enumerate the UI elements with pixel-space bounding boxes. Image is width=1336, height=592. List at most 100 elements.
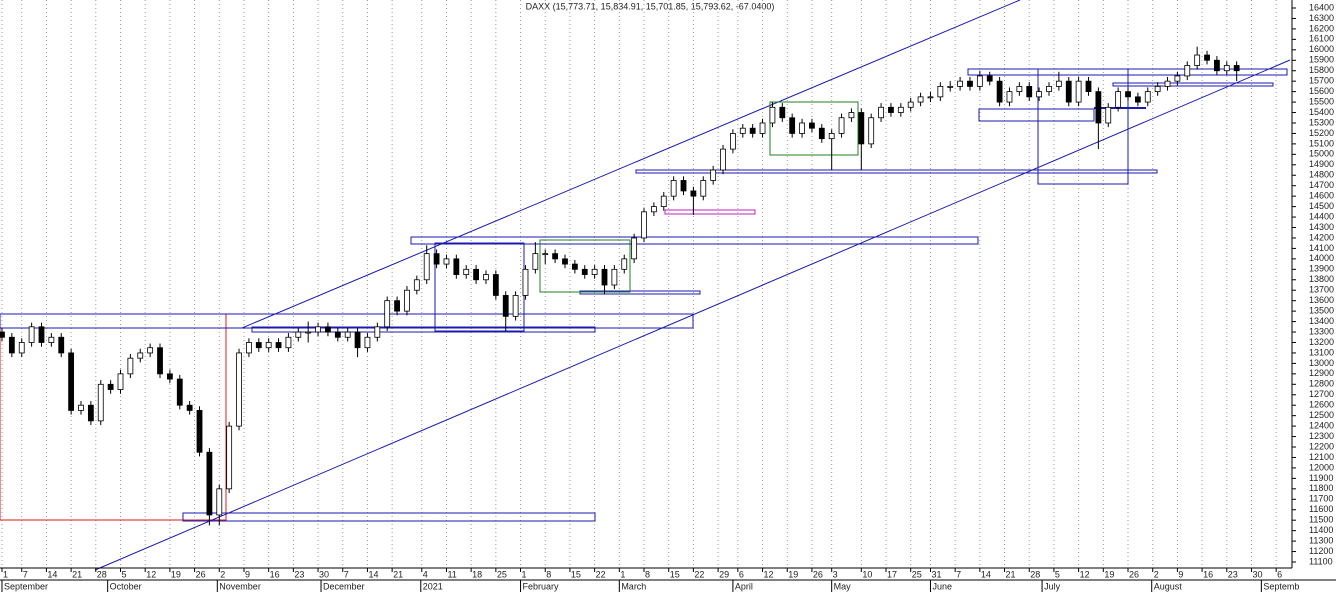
x-tick-label: 15 [571,569,581,579]
x-tick-label: 14 [368,569,378,579]
candle-body [897,106,904,113]
candle-body [512,295,519,317]
y-tick-label: 15600 [1309,86,1334,96]
x-tick-label: 22 [596,569,606,579]
candle-body [8,336,15,354]
y-tick-label: 15100 [1309,138,1334,148]
y-tick-label: 12600 [1309,400,1334,410]
candle-body [1194,54,1201,66]
y-tick-label: 15300 [1309,117,1334,127]
x-tick-label: 8 [645,569,650,579]
y-tick-label: 13500 [1309,306,1334,316]
x-tick-label: 12 [1080,569,1090,579]
candle-body [601,268,608,286]
candle-body [295,331,302,338]
candle-body [1164,80,1171,87]
candle-body [354,331,361,349]
candle-body [1134,96,1141,103]
y-tick-label: 16100 [1309,34,1334,44]
candle-body [878,106,884,119]
y-tick-label: 11500 [1309,515,1333,525]
candle-body [927,96,934,99]
x-tick-label: 6 [739,569,744,579]
candle-body [305,331,312,334]
x-tick-label: 23 [294,569,304,579]
y-tick-label: 11300 [1309,535,1333,545]
candle-body [591,268,598,275]
x-tick-label: 25 [497,569,507,579]
x-tick-label: 7 [23,569,28,579]
candle-body [730,133,736,150]
month-label: October [110,581,142,591]
candle-body [78,404,84,411]
candle-body [127,357,134,375]
candle-body [1233,65,1240,72]
candle-body [1204,54,1210,61]
y-tick-label: 14100 [1309,243,1334,253]
y-tick-label: 11800 [1309,483,1333,493]
y-tick-label: 14300 [1309,222,1334,232]
candle-body [483,274,489,281]
candle-body [1115,91,1122,108]
month-label: August [1154,581,1183,591]
candle-body [739,127,746,134]
candle-body [344,331,351,338]
y-tick-label: 13100 [1309,347,1334,357]
candle-body [957,80,963,87]
candle-body [18,342,25,354]
candle-body [710,169,717,181]
y-tick-label: 14200 [1309,232,1334,242]
candle-body [147,347,154,354]
candle-body [97,383,104,422]
candle-body [236,352,242,427]
y-tick-label: 11200 [1309,546,1333,556]
candle-body [571,263,578,270]
candle-body [28,326,35,343]
candle-body [107,383,114,390]
candle-body [868,117,875,145]
candle-body [967,80,973,87]
y-tick-label: 16000 [1309,44,1334,54]
x-tick-label: 5 [122,569,127,579]
x-tick-label: 22 [694,569,704,579]
candle-body [87,404,94,422]
y-tick-label: 13200 [1309,337,1334,347]
candle-body [700,180,707,197]
x-tick-label: 14 [47,569,57,579]
candle-body [492,274,499,296]
x-tick-label: 9 [1178,569,1183,579]
x-tick-label: 28 [97,569,107,579]
x-tick-label: 8 [546,569,551,579]
candle-body [581,268,588,275]
y-tick-label: 11100 [1309,556,1333,566]
y-tick-label: 13300 [1309,326,1334,336]
candle-body [275,342,282,349]
candle-body [1214,59,1220,72]
y-tick-label: 13900 [1309,264,1334,274]
x-tick-label: 25 [912,569,922,579]
candle-body [423,253,430,281]
candle-body [413,279,420,291]
y-tick-label: 11700 [1309,494,1333,504]
candle-body [374,326,381,338]
y-tick-label: 15500 [1309,96,1334,106]
x-tick-label: 21 [393,569,403,579]
candle-body [1154,85,1161,93]
month-label: March [621,581,646,591]
candle-body [176,378,183,406]
candle-body [937,85,944,98]
x-tick-label: 16 [270,569,280,579]
candle-body [611,268,618,286]
candle-body [196,410,203,453]
candle-body [1223,65,1230,72]
x-tick-label: 23 [1228,569,1238,579]
candle-body [552,253,559,260]
y-tick-label: 14400 [1309,211,1334,221]
y-tick-label: 12000 [1309,462,1334,472]
candle-body [265,342,272,349]
y-tick-label: 13600 [1309,295,1334,305]
candle-body [384,300,391,328]
month-label: November [219,581,261,591]
candle-body [58,336,65,354]
zone-box [0,313,694,329]
